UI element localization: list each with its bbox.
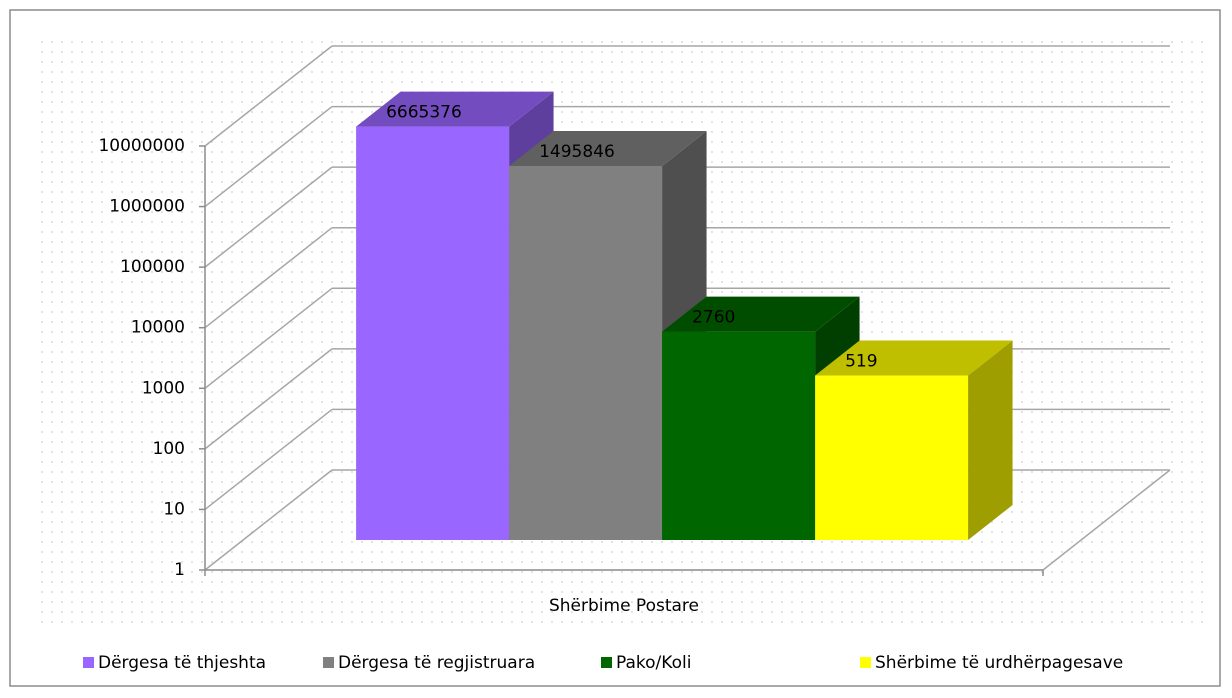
legend-swatch bbox=[860, 657, 871, 668]
grid-line bbox=[204, 45, 333, 147]
grid-line bbox=[204, 469, 333, 571]
y-tick-label: 1000000 bbox=[109, 197, 185, 217]
plot: 1 10 100 1000 10000 100000 1000000 10000000 Shër… bbox=[83, 45, 1171, 673]
bar-top bbox=[509, 130, 707, 166]
legend-label: Shërbime të urdhërpagesave bbox=[875, 653, 1123, 673]
grid-line bbox=[204, 166, 333, 268]
bar-top bbox=[356, 91, 554, 127]
legend-label: Dërgesa të thjeshta bbox=[98, 653, 266, 673]
grid-line bbox=[204, 287, 333, 389]
x-tick-label: Shërbime Postare bbox=[549, 596, 699, 616]
y-tick-label: 100000 bbox=[120, 257, 185, 277]
data-label: 1495846 bbox=[539, 142, 615, 162]
bar-top bbox=[662, 296, 860, 332]
grid-line bbox=[204, 348, 333, 450]
y-tick-label: 10000000 bbox=[98, 136, 185, 156]
y-tick-label: 10 bbox=[163, 499, 185, 519]
y-tick-label: 100 bbox=[153, 439, 185, 459]
bar-top bbox=[815, 340, 1013, 376]
floor-edge bbox=[1042, 469, 1171, 571]
bar-side bbox=[968, 340, 1013, 540]
bar-front bbox=[815, 375, 969, 540]
bar-front bbox=[509, 165, 663, 541]
bar-front bbox=[662, 331, 816, 540]
grid-line bbox=[204, 408, 333, 511]
legend-swatch bbox=[323, 657, 334, 668]
legend-swatch bbox=[83, 657, 94, 668]
y-tick-label: 1 bbox=[174, 560, 185, 580]
grid-line bbox=[204, 227, 333, 329]
data-label: 6665376 bbox=[386, 103, 462, 123]
y-tick-label: 1000 bbox=[142, 378, 185, 398]
legend-label: Dërgesa të regjistruara bbox=[338, 653, 535, 673]
legend-swatch bbox=[601, 657, 612, 668]
grid-line bbox=[204, 105, 333, 208]
legend-label: Pako/Koli bbox=[616, 653, 691, 673]
data-label: 519 bbox=[845, 352, 877, 372]
bar-front bbox=[356, 126, 510, 540]
y-tick-label: 10000 bbox=[131, 318, 185, 338]
data-label: 2760 bbox=[692, 308, 735, 328]
